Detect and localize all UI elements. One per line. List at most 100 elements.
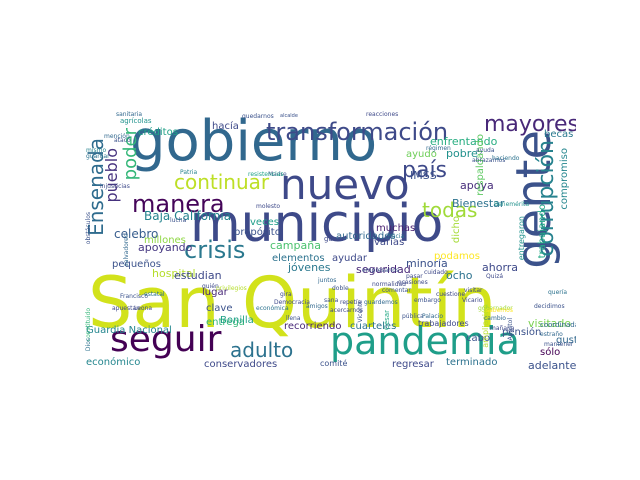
cloud-word: normalidad xyxy=(372,281,406,288)
cloud-word: ahorra xyxy=(482,261,519,274)
cloud-word: cabo xyxy=(466,333,491,344)
cloud-word: Quizá xyxy=(486,273,504,280)
cloud-word: pobre xyxy=(446,147,478,160)
cloud-word: económico xyxy=(86,357,141,368)
cloud-word: Vicente xyxy=(357,300,364,323)
cloud-word: decidimos xyxy=(534,303,565,310)
cloud-word: país xyxy=(402,158,448,183)
cloud-word: muchas xyxy=(376,223,416,234)
cloud-word: varias xyxy=(374,237,405,248)
cloud-word: todas xyxy=(422,198,478,222)
cloud-word: visitar xyxy=(464,287,483,294)
cloud-word: Guardia Nacional xyxy=(86,325,172,336)
cloud-word: cuidado xyxy=(424,269,448,276)
cloud-word: pequeños xyxy=(112,259,162,270)
cloud-word: mantener xyxy=(544,341,574,348)
cloud-word: trabajadores xyxy=(418,319,469,328)
cloud-word: ayuda xyxy=(476,147,495,154)
cloud-word: conservadores xyxy=(204,359,278,370)
cloud-word: gira xyxy=(280,291,292,298)
cloud-word: mayores xyxy=(484,112,576,137)
cloud-word: empresarios xyxy=(362,267,400,274)
cloud-word: juntos xyxy=(318,277,337,284)
cloud-word: sanitaria xyxy=(116,111,143,118)
cloud-word: agrícolas xyxy=(120,117,152,125)
cloud-word: nuevo xyxy=(280,160,410,209)
cloud-word: régimen xyxy=(426,145,451,152)
cloud-word: estudian xyxy=(174,269,222,282)
cloud-word: obstáculos xyxy=(85,212,92,245)
cloud-word: propósito xyxy=(234,227,281,238)
cloud-word: minoría xyxy=(406,257,448,270)
cloud-word: Palacio xyxy=(422,313,444,320)
cloud-word: salvadores xyxy=(123,234,130,267)
cloud-word: Apóstol xyxy=(507,318,514,341)
cloud-word: regresar xyxy=(392,359,434,370)
cloud-word: comité xyxy=(320,359,348,368)
cloud-word: Patria xyxy=(180,169,198,176)
cloud-word: apoyando xyxy=(138,241,193,254)
cloud-word: millones xyxy=(144,235,186,246)
cloud-word: enfrentando xyxy=(430,135,498,148)
cloud-word: hacia xyxy=(388,233,405,240)
cloud-word: Baja California xyxy=(144,209,232,223)
cloud-word: gobernador xyxy=(478,305,513,312)
cloud-word: mañana xyxy=(490,325,515,332)
cloud-word: reacciones xyxy=(366,111,399,118)
cloud-word: cambio xyxy=(484,315,506,322)
cloud-word: dicho xyxy=(451,216,462,244)
cloud-word: quería xyxy=(548,289,568,296)
cloud-word: seguridad xyxy=(356,263,411,276)
cloud-word: apuestan xyxy=(112,305,140,312)
cloud-word: crisis xyxy=(184,236,246,264)
cloud-word: pandemia xyxy=(330,319,520,363)
cloud-word: César xyxy=(383,310,391,331)
cloud-word: cuestione xyxy=(436,291,466,298)
cloud-word: llena xyxy=(286,315,301,322)
cloud-word: Bienestar xyxy=(452,197,505,210)
word-cloud: San Quintín gobierno municipio gente nuevo pa… xyxy=(80,108,576,372)
cloud-word: ocasiones xyxy=(398,279,428,286)
cloud-word: constituido xyxy=(85,308,92,342)
cloud-word: coordinada xyxy=(540,321,576,329)
cloud-word: lugar xyxy=(202,287,228,298)
cloud-word: manera xyxy=(132,190,225,218)
cloud-word: terminado xyxy=(446,357,498,368)
cloud-word: privilegios xyxy=(216,285,247,292)
cloud-word: sólo xyxy=(540,347,561,358)
cloud-word: injusticias xyxy=(100,183,130,190)
cloud-word: comentar xyxy=(382,287,411,294)
cloud-word: guardemos xyxy=(364,299,398,306)
cloud-word: IMSS xyxy=(410,169,437,182)
cloud-word: sabemos xyxy=(486,307,513,314)
cloud-word: mismo xyxy=(86,147,107,154)
cloud-word: haciendo xyxy=(492,155,520,162)
cloud-word: entregaron xyxy=(517,216,526,261)
cloud-word: estatal xyxy=(144,291,165,298)
cloud-word: abrazarnos xyxy=(472,157,506,164)
cloud-word: Madre xyxy=(268,171,287,178)
cloud-word: pensión xyxy=(502,327,542,338)
cloud-word: ganar xyxy=(324,235,345,243)
cloud-word: créditos xyxy=(138,127,178,138)
cloud-word: estraño xyxy=(540,331,563,338)
cloud-word: becas xyxy=(544,129,574,140)
cloud-word: acercarnos xyxy=(330,307,363,314)
cloud-word: Bonilla xyxy=(220,315,254,326)
cloud-word: lucha xyxy=(170,217,187,224)
cloud-word: San Quintín xyxy=(88,262,497,344)
cloud-word: seguir xyxy=(110,319,222,360)
cloud-word: Benemérita xyxy=(494,201,530,208)
cloud-word: Leona xyxy=(134,305,153,312)
cloud-word: económica xyxy=(256,305,289,312)
cloud-word: Democracia xyxy=(274,299,310,306)
cloud-word: quién xyxy=(202,283,219,290)
cloud-word: transformación xyxy=(266,118,449,146)
cloud-word: apoya xyxy=(460,179,494,192)
cloud-word: compromiso xyxy=(559,148,570,210)
cloud-word: Dios xyxy=(85,338,92,352)
cloud-word: elementos xyxy=(272,253,325,264)
cloud-word: gobierno xyxy=(130,109,378,174)
cloud-word: cuarteles xyxy=(350,321,397,332)
cloud-word: hospital xyxy=(152,267,196,280)
